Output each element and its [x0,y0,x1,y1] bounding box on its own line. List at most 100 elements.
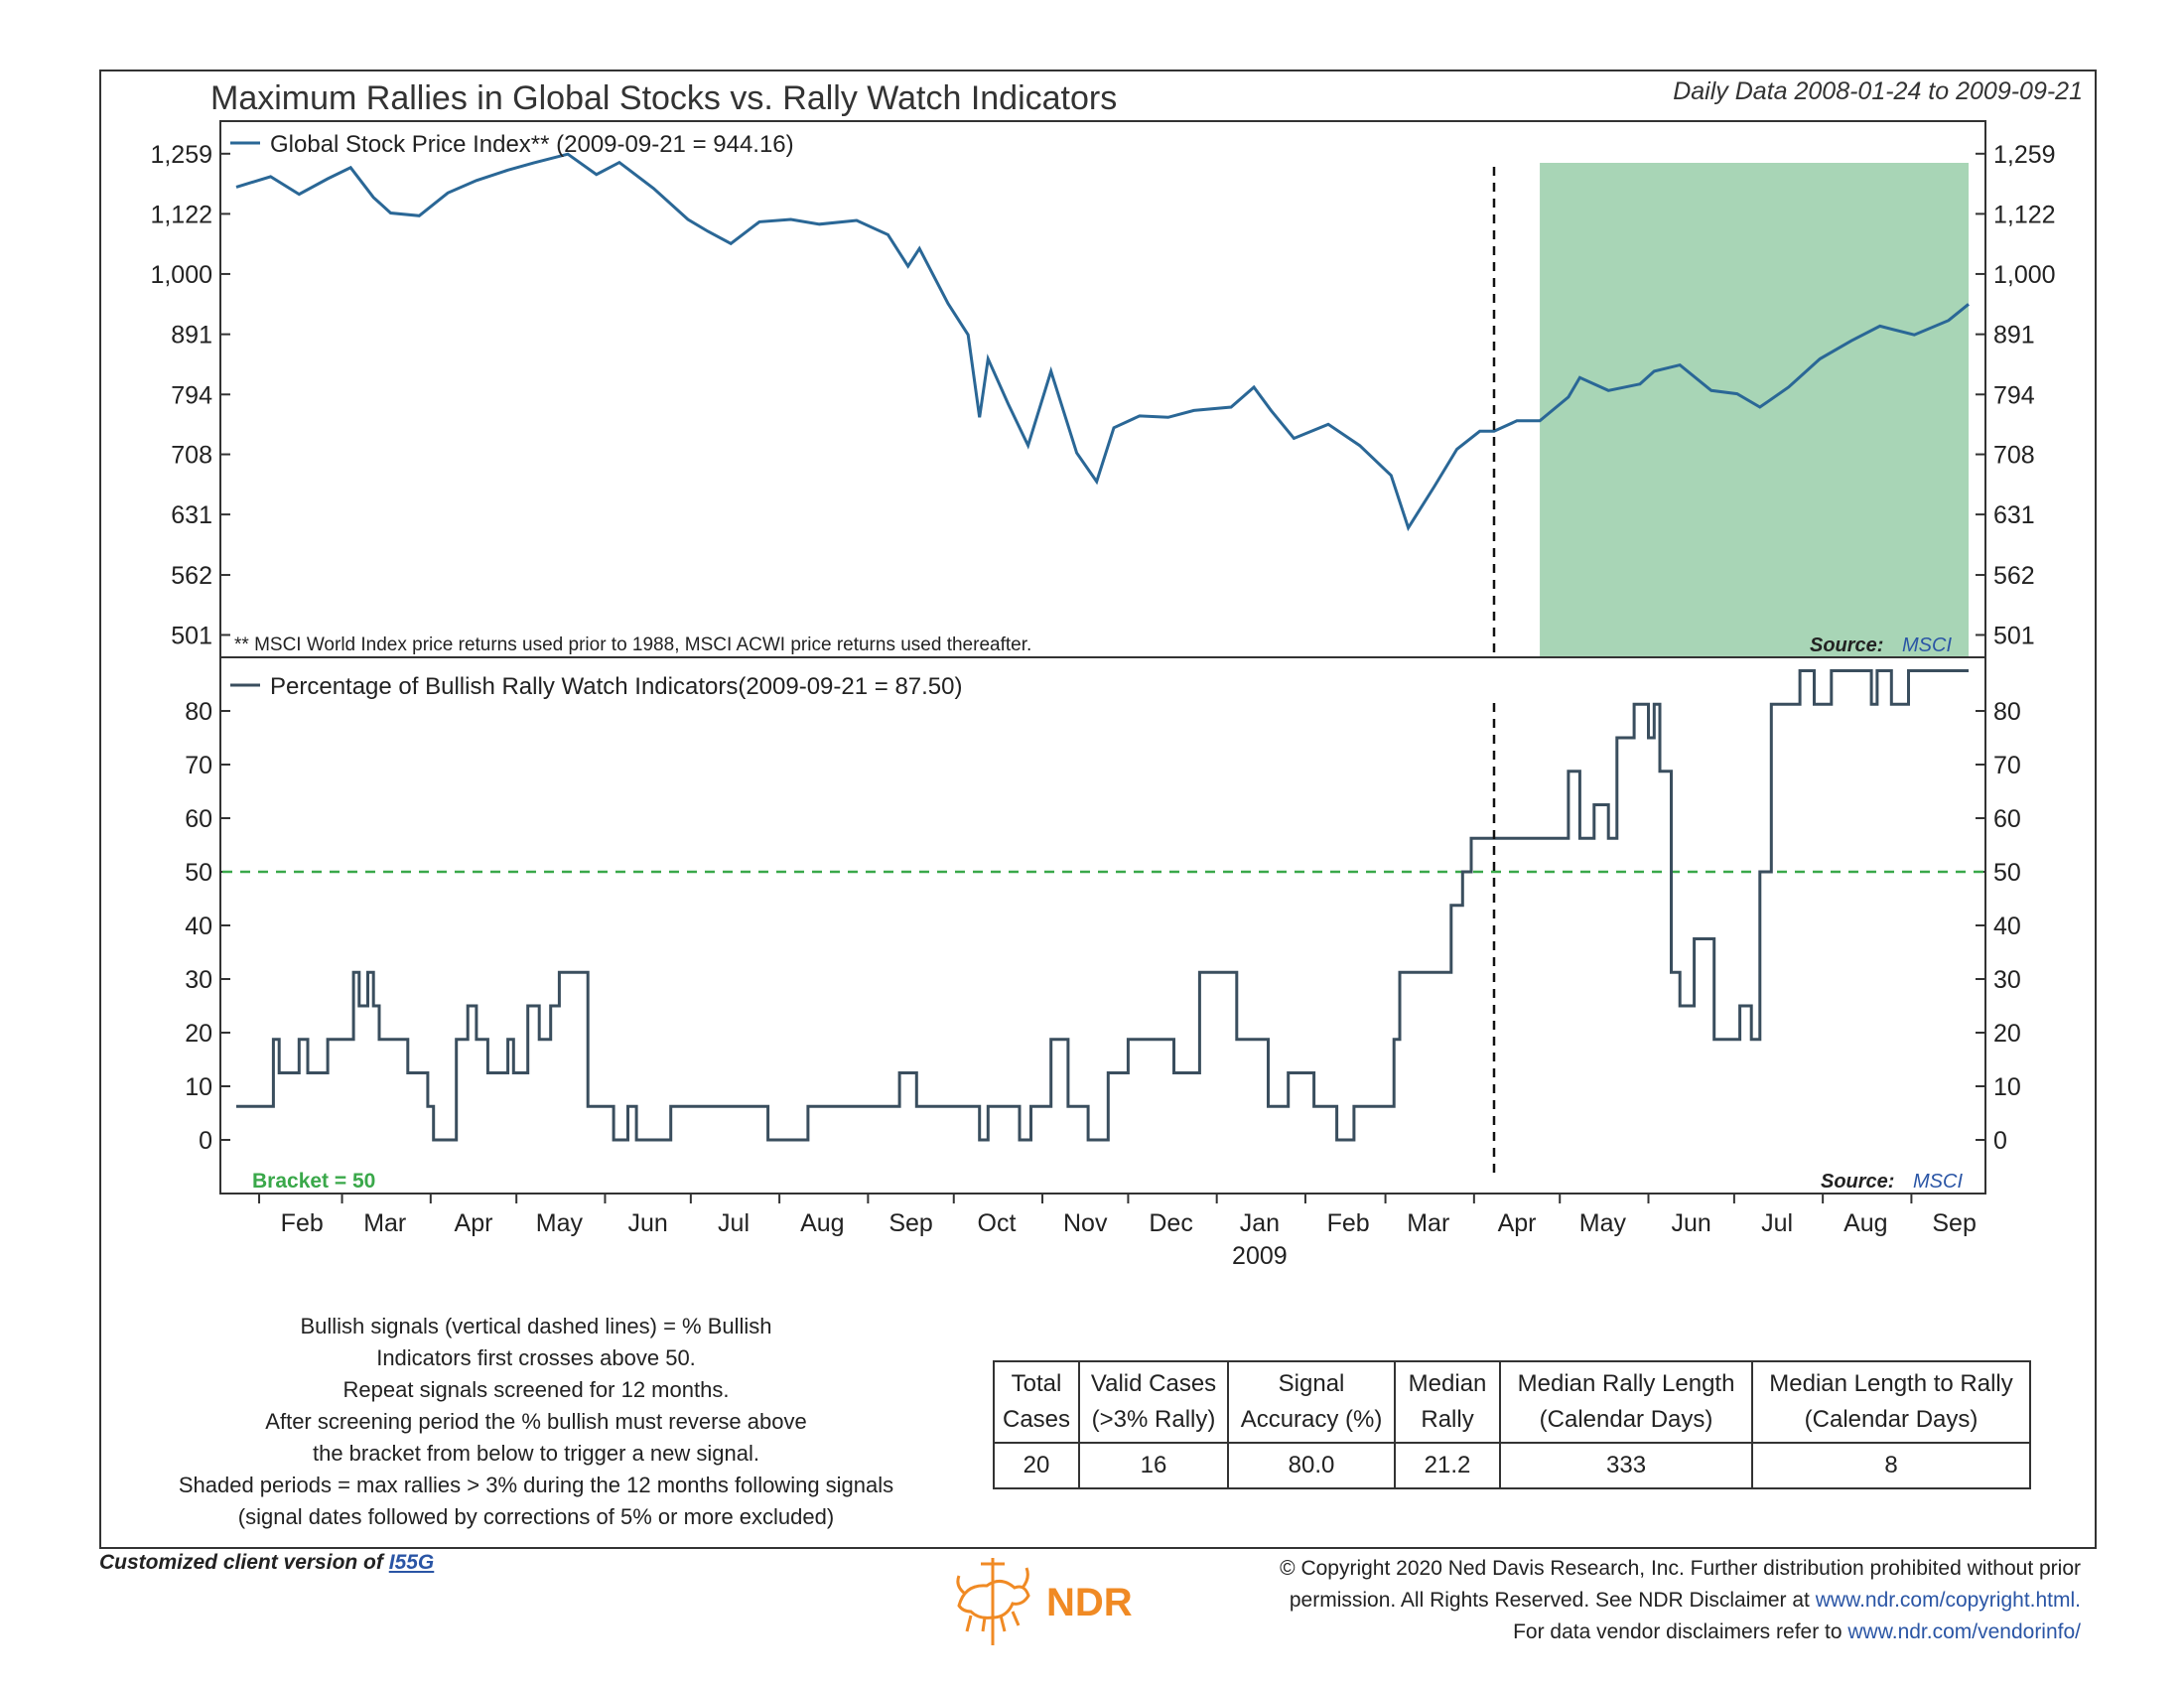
stats-value-cell: 21.2 [1394,1442,1502,1489]
x-tick-label: Feb [1327,1209,1370,1237]
y-tick-label: 708 [171,442,212,470]
y-tick-label: 1,259 [150,141,212,169]
method-notes: Bullish signals (vertical dashed lines) … [129,1311,943,1533]
chart-code-link[interactable]: I55G [388,1551,435,1574]
y-tick-label: 50 [185,859,212,887]
bottom-axis-ticks: 0 0 10 10 20 20 30 30 40 40 50 50 60 60 70 70 80 80 [185,698,2021,1155]
y-tick-label: 10 [1993,1073,2021,1101]
y-tick-label: 70 [1993,752,2021,779]
year-label: 2009 [1232,1242,1288,1270]
stats-value-cell: 333 [1499,1442,1754,1489]
stats-table: Total Cases Valid Cases (>3% Rally) Signal… [992,1360,2032,1489]
x-tick-label: Mar [363,1209,406,1237]
bracket-label: Bracket = 50 [252,1170,375,1193]
y-tick-label: 20 [1993,1020,2021,1048]
y-tick-label: 60 [1993,805,2021,833]
bull-bear-icon [956,1558,1030,1645]
stats-header-cell: Median Rally [1394,1360,1502,1444]
x-tick-label: Jul [1761,1209,1793,1237]
x-tick-label: Sep [888,1209,932,1237]
copyright-line: permission. All Rights Reserved. See NDR… [1289,1589,2081,1612]
bottom-source-name: MSCI [1913,1171,1963,1193]
x-tick-label: Sep [1932,1209,1976,1237]
y-tick-label: 631 [171,501,212,529]
x-tick-label: Jun [627,1209,667,1237]
top-source-name: MSCI [1902,634,1952,656]
stats-value-cell: 8 [1751,1442,2032,1489]
x-tick-label: Aug [1843,1209,1887,1237]
y-tick-label: 50 [1993,859,2021,887]
x-tick-label: Mar [1407,1209,1449,1237]
stats-value-cell: 80.0 [1227,1442,1397,1489]
customized-note: Customized client version of I55G [99,1551,435,1574]
x-tick-label: May [1579,1209,1627,1237]
x-tick-label: Jan [1240,1209,1280,1237]
y-tick-label: 501 [171,622,212,649]
y-tick-label: 501 [1993,622,2035,649]
y-tick-label: 891 [1993,322,2035,350]
x-tick-label: Apr [1498,1209,1537,1237]
x-tick-label: Aug [800,1209,844,1237]
note-line: (signal dates followed by corrections of… [237,1504,835,1529]
y-tick-label: 708 [1993,442,2035,470]
note-line: Indicators first crosses above 50. [376,1345,696,1370]
note-line: the bracket from below to trigger a new … [312,1441,759,1466]
date-range: Daily Data 2008-01-24 to 2009-09-21 [1673,77,2083,105]
x-tick-label: Feb [281,1209,324,1237]
x-tick-label: Nov [1063,1209,1108,1237]
stats-header-row: Total Cases Valid Cases (>3% Rally) Signal… [992,1360,2032,1444]
y-tick-label: 562 [171,562,212,590]
stats-value-row: 20 16 80.0 21.2 333 8 [992,1442,2032,1489]
top-source-label: Source: [1810,634,1883,656]
stats-value-cell: 20 [992,1442,1081,1489]
x-tick-label: May [536,1209,584,1237]
copyright-line: © Copyright 2020 Ned Davis Research, Inc… [1280,1557,2081,1580]
note-line: Bullish signals (vertical dashed lines) … [300,1314,772,1338]
y-tick-label: 1,122 [1993,201,2056,228]
y-tick-label: 631 [1993,501,2035,529]
note-line: Repeat signals screened for 12 months. [342,1377,730,1402]
y-tick-label: 40 [1993,913,2021,940]
chart-area: 1,259 1,259 1,122 1,122 1,000 1,000 891 891 794 7… [150,120,2056,1270]
y-tick-label: 794 [1993,381,2035,409]
indicator-legend: Percentage of Bullish Rally Watch Indica… [270,673,963,700]
x-tick-label: Jun [1672,1209,1711,1237]
y-tick-label: 1,122 [150,201,212,228]
y-tick-label: 20 [185,1020,212,1048]
top-footnote: ** MSCI World Index price returns used p… [234,634,1031,655]
logo-text: NDR [1046,1581,1133,1624]
y-tick-label: 1,000 [1993,261,2056,289]
y-tick-label: 30 [185,966,212,994]
x-tick-label: Apr [455,1209,493,1237]
chart-title: Maximum Rallies in Global Stocks vs. Ral… [210,79,1118,117]
y-tick-label: 1,259 [1993,141,2056,169]
copyright-line: For data vendor disclaimers refer to www… [1513,1620,2081,1643]
vendor-link[interactable]: www.ndr.com/vendorinfo/ [1847,1620,2081,1643]
y-tick-label: 80 [1993,698,2021,726]
y-tick-label: 891 [171,322,212,350]
copyright-block: © Copyright 2020 Ned Davis Research, Inc… [1280,1553,2081,1648]
y-tick-label: 0 [1993,1127,2007,1155]
ndr-logo: NDR [956,1558,1133,1645]
price-index-line [235,152,1970,532]
y-tick-label: 70 [185,752,212,779]
stats-header-cell: Median Length to Rally (Calendar Days) [1751,1360,2032,1444]
y-tick-label: 794 [171,381,212,409]
x-tick-label: Dec [1149,1209,1192,1237]
x-axis: Feb Mar Apr May Jun Jul Aug Sep Oct Nov Dec Jan Feb M… [258,1194,1977,1237]
indicator-line [236,669,1969,1142]
y-tick-label: 562 [1993,562,2035,590]
y-tick-label: 1,000 [150,261,212,289]
chart-frame [99,70,2097,1549]
stats-header-cell: Median Rally Length (Calendar Days) [1499,1360,1754,1444]
y-tick-label: 10 [185,1073,212,1101]
x-tick-label: Jul [718,1209,750,1237]
stats-header-cell: Signal Accuracy (%) [1227,1360,1397,1444]
y-tick-label: 60 [185,805,212,833]
copyright-link[interactable]: www.ndr.com/copyright.html. [1815,1589,2081,1612]
note-line: Shaded periods = max rallies > 3% during… [178,1473,894,1497]
x-tick-label: Oct [978,1209,1017,1237]
stats-header-cell: Total Cases [992,1360,1081,1444]
stats-header-cell: Valid Cases (>3% Rally) [1078,1360,1230,1444]
y-tick-label: 30 [1993,966,2021,994]
